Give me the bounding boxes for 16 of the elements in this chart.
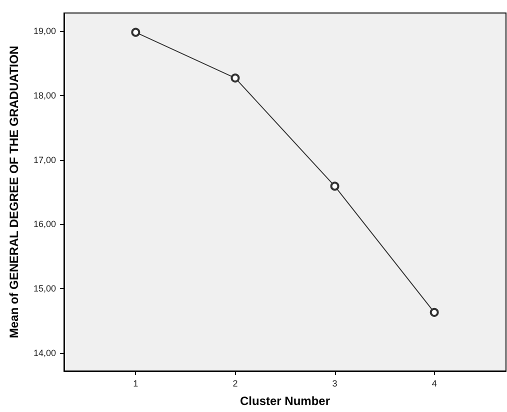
point (330, 182, 340, 191)
point (131, 28, 140, 37)
y-tick-label: 18,00 (33, 90, 56, 100)
y-tick-label: 19,00 (33, 26, 56, 36)
y-tick-label: 17,00 (33, 154, 56, 165)
x-tick-label: 4 (432, 378, 437, 388)
x-tick-label: 3 (332, 378, 338, 388)
x-tick-label: 2 (232, 378, 238, 388)
x-tick-label: 1 (133, 378, 138, 388)
y-axis-title: Mean of GENERAL DEGREE OF THE GRADUATION (7, 46, 21, 338)
point (430, 308, 439, 317)
x-axis-title: Cluster Number (240, 394, 330, 408)
y-tick-label: 14,00 (33, 348, 56, 358)
y-tick-label: 16,00 (33, 219, 56, 230)
point (230, 74, 240, 83)
y-tick-label: 15,00 (33, 284, 56, 294)
